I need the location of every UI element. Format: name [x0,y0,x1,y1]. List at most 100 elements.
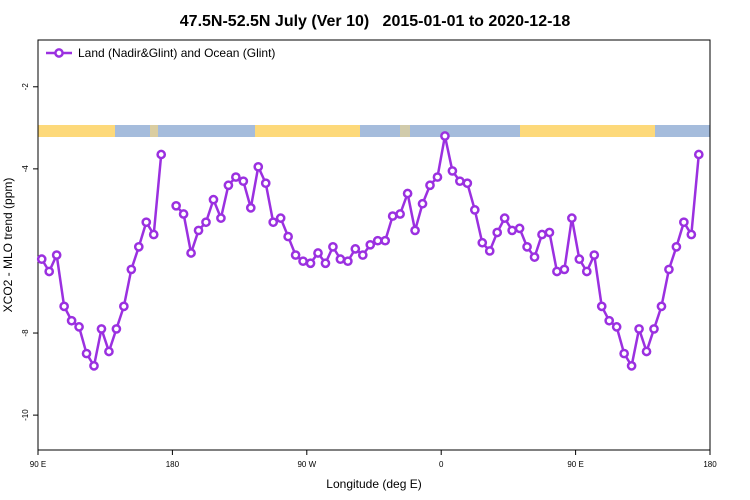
y-tick-label: -10 [21,409,30,421]
data-point [611,322,622,332]
data-point [395,209,405,219]
data-point [604,315,615,326]
data-point [201,217,211,228]
data-point [559,264,570,275]
data-point [455,176,465,187]
data-point [178,209,189,219]
chart-title: 47.5N-52.5N July (Ver 10) 2015-01-01 to … [180,13,571,30]
data-point [81,348,92,359]
data-point [111,324,122,334]
data-point [74,322,84,332]
data-point [440,131,450,141]
y-axis-label: XCO2 - MLO trend (ppm) [1,178,15,313]
data-point [664,264,674,275]
data-point [186,248,196,258]
data-point [119,301,129,312]
x-tick-label: 90 W [297,460,316,469]
data-point [484,246,495,256]
data-point [492,227,503,238]
x-tick-label: 0 [439,460,444,469]
data-point [514,223,525,234]
plot-frame [37,39,711,451]
data-point [328,241,338,252]
data-point [141,217,152,228]
data-point [425,180,435,191]
data-point [268,217,279,228]
data-point [238,176,249,187]
x-tick-label: 180 [166,460,180,469]
data-point [148,229,159,240]
data-point [96,324,107,334]
data-point [298,256,308,267]
data-point [343,256,353,267]
data-point [537,229,547,240]
data-point [529,252,540,262]
data-point [275,213,286,223]
data-point [499,213,510,223]
data-point [66,315,77,326]
data-point [216,213,226,223]
data-point [619,348,629,359]
data-point [126,264,137,275]
data-point [253,161,264,172]
data-point [171,200,181,211]
x-axis-label: Longitude (deg E) [326,477,421,491]
data-point [350,244,361,254]
data-point [36,254,47,265]
x-tick-label: 90 E [30,460,46,469]
data-point [260,178,271,189]
data-point [581,266,592,277]
data-point [679,217,689,228]
data-point [477,237,488,248]
data-point [290,250,301,260]
data-point [693,149,704,160]
data-point [193,225,204,236]
data-point [596,301,607,312]
land-ocean-strip [38,125,710,137]
data-point [686,229,697,240]
data-point [402,188,413,199]
data-point [89,361,99,371]
data-point [522,241,532,252]
legend-label: Land (Nadir&Glint) and Ocean (Glint) [78,46,275,60]
data-point [447,166,458,176]
data-point [589,250,600,260]
data-point [156,149,167,160]
data-point [567,213,577,223]
y-tick-label: -2 [21,83,30,91]
y-tick-label: -4 [21,165,30,173]
data-point [245,203,256,213]
data-point [283,231,293,242]
data-point [671,241,682,252]
data-point [552,266,562,277]
data-point [208,194,219,205]
data-point [313,248,323,258]
data-point [335,254,346,265]
data-point [432,172,443,182]
data-point [656,301,667,312]
data-point [365,239,376,250]
data-point [231,172,241,182]
data-point [44,266,55,277]
data-point [380,235,391,246]
y-tick-label: -8 [21,329,30,337]
data-point [320,258,331,269]
data-point [462,178,473,189]
data-point [305,258,316,269]
data-point [641,346,652,357]
legend-marker [54,48,64,58]
data-point [649,324,659,334]
data-point [410,225,420,236]
data-point [59,301,69,312]
x-tick-label: 180 [703,460,717,469]
x-tick-label: 90 E [567,460,583,469]
data-point [634,324,644,334]
data-point [387,211,398,221]
data-point [372,235,383,246]
data-point [626,361,637,371]
data-point [357,250,368,260]
data-point [469,205,480,215]
data-point [223,180,234,191]
data-point [133,241,144,252]
